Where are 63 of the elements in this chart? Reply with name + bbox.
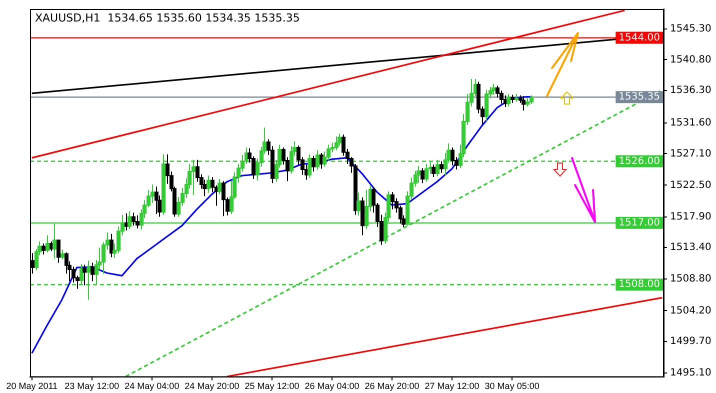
candlestick [522,96,526,111]
ref-line-label: 1526.00 [618,156,660,167]
y-tick-label: 1527.10 [670,148,712,160]
candlestick [206,175,210,194]
y-tick-label: 1508.80 [670,274,712,285]
candlestick [424,163,428,182]
y-tick-label: 1517.90 [670,211,712,222]
x-tick-label: 23 May 12:00 [64,381,120,392]
candlestick [90,262,94,282]
y-tick-label: 1531.60 [670,117,712,128]
ref-line-label: 1535.35 [618,92,660,103]
candlestick [218,178,222,195]
candlestick [514,94,518,102]
candlestick [222,180,226,217]
candlestick [338,133,342,146]
y-tick-label: 1540.80 [670,54,712,66]
y-tick-label: 1522.50 [670,180,712,191]
candlestick [316,150,320,170]
candlestick [150,184,154,204]
candlestick [420,168,424,184]
candlestick [506,94,510,107]
x-tick-label: 30 May 05:00 [484,381,540,392]
y-tick-label: 1499.70 [670,336,712,348]
candlestick [290,146,294,174]
x-tick-label: 26 May 20:00 [364,381,420,392]
candlestick [500,90,504,104]
x-tick-label: 20 May 2011 [6,381,58,392]
candlestick [390,192,394,210]
x-tick-label: 26 May 04:00 [304,381,360,392]
ref-line-label: 1508.00 [618,279,660,290]
candlestick [440,160,444,174]
candlestick [530,94,534,104]
candlestick [312,155,316,172]
candlestick [82,264,86,286]
y-tick-label: 1504.20 [670,305,712,316]
y-tick-label: 1513.40 [670,242,712,254]
candlestick [46,234,50,253]
candlestick [510,94,514,104]
x-tick-label: 24 May 20:00 [184,381,240,392]
y-tick-label: 1536.30 [670,85,712,96]
x-tick-label: 27 May 12:00 [424,381,480,392]
candlestick [132,212,136,226]
candlestick [334,136,338,151]
candlestick [492,83,496,96]
ref-line-label: 1517.00 [618,218,660,229]
candlestick [526,98,530,107]
candlestick [416,166,420,183]
y-tick-label: 1495.10 [670,368,712,379]
candlestick [56,240,60,264]
candlestick [432,164,436,178]
x-tick-label: 24 May 04:00 [124,381,180,392]
candlestick [450,147,454,166]
candlestick [110,233,114,258]
chart-title: XAUUSD,H1 1534.65 1535.60 1534.35 1535.35 [35,11,300,24]
candlestick [360,197,364,236]
candlestick [42,242,46,255]
candlestick [484,89,488,122]
candlestick [136,214,140,229]
candlestick [154,186,158,215]
candlestick [356,192,360,216]
y-tick-label: 1545.30 [670,23,712,34]
x-tick-label: 25 May 12:00 [244,381,300,392]
ref-line-label: 1544.00 [618,32,660,44]
